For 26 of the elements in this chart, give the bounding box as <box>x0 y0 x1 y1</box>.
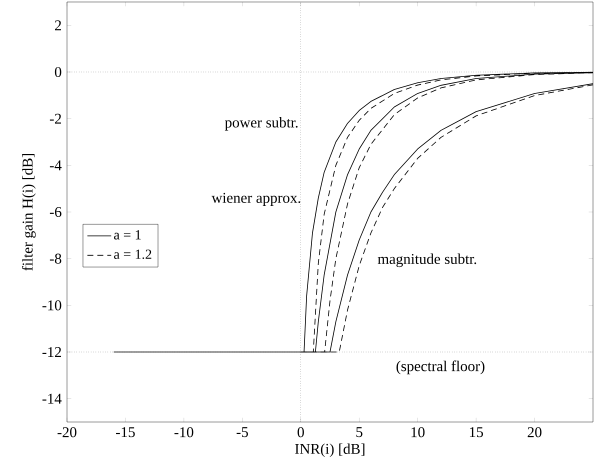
annotation: power subtr. <box>224 117 298 131</box>
y-axis-title: filter gain H(i) [dB] <box>22 154 36 271</box>
legend-label: a = 1 <box>114 230 141 240</box>
x-tick-label: -5 <box>236 427 248 438</box>
y-tick-label: 0 <box>54 66 62 78</box>
y-tick-label: 2 <box>55 20 61 30</box>
x-axis-title: INR(i) [dB] <box>295 443 364 457</box>
x-tick-label: 10 <box>412 427 425 438</box>
y-tick-label: -10 <box>42 300 62 310</box>
y-tick-label: -14 <box>42 394 62 404</box>
y-tick-label: -4 <box>50 160 62 170</box>
annotation: magnitude subtr. <box>378 254 476 268</box>
x-tick-label: 0 <box>298 427 304 438</box>
y-tick-label: -2 <box>50 114 61 124</box>
x-tick-label: -10 <box>174 427 194 438</box>
y-tick-label: -12 <box>42 347 61 357</box>
x-tick-label: 15 <box>470 427 484 438</box>
x-tick-label: 5 <box>356 427 362 438</box>
legend-label: a = 1.2 <box>114 250 152 260</box>
x-tick-label: -15 <box>116 427 135 438</box>
x-tick-label: -20 <box>58 427 76 438</box>
annotation: (spectral floor) <box>396 360 484 374</box>
x-tick-label: 20 <box>528 427 542 438</box>
y-tick-label: -8 <box>50 254 62 264</box>
y-tick-label: -6 <box>50 206 62 218</box>
annotation: wiener approx. <box>212 192 300 206</box>
